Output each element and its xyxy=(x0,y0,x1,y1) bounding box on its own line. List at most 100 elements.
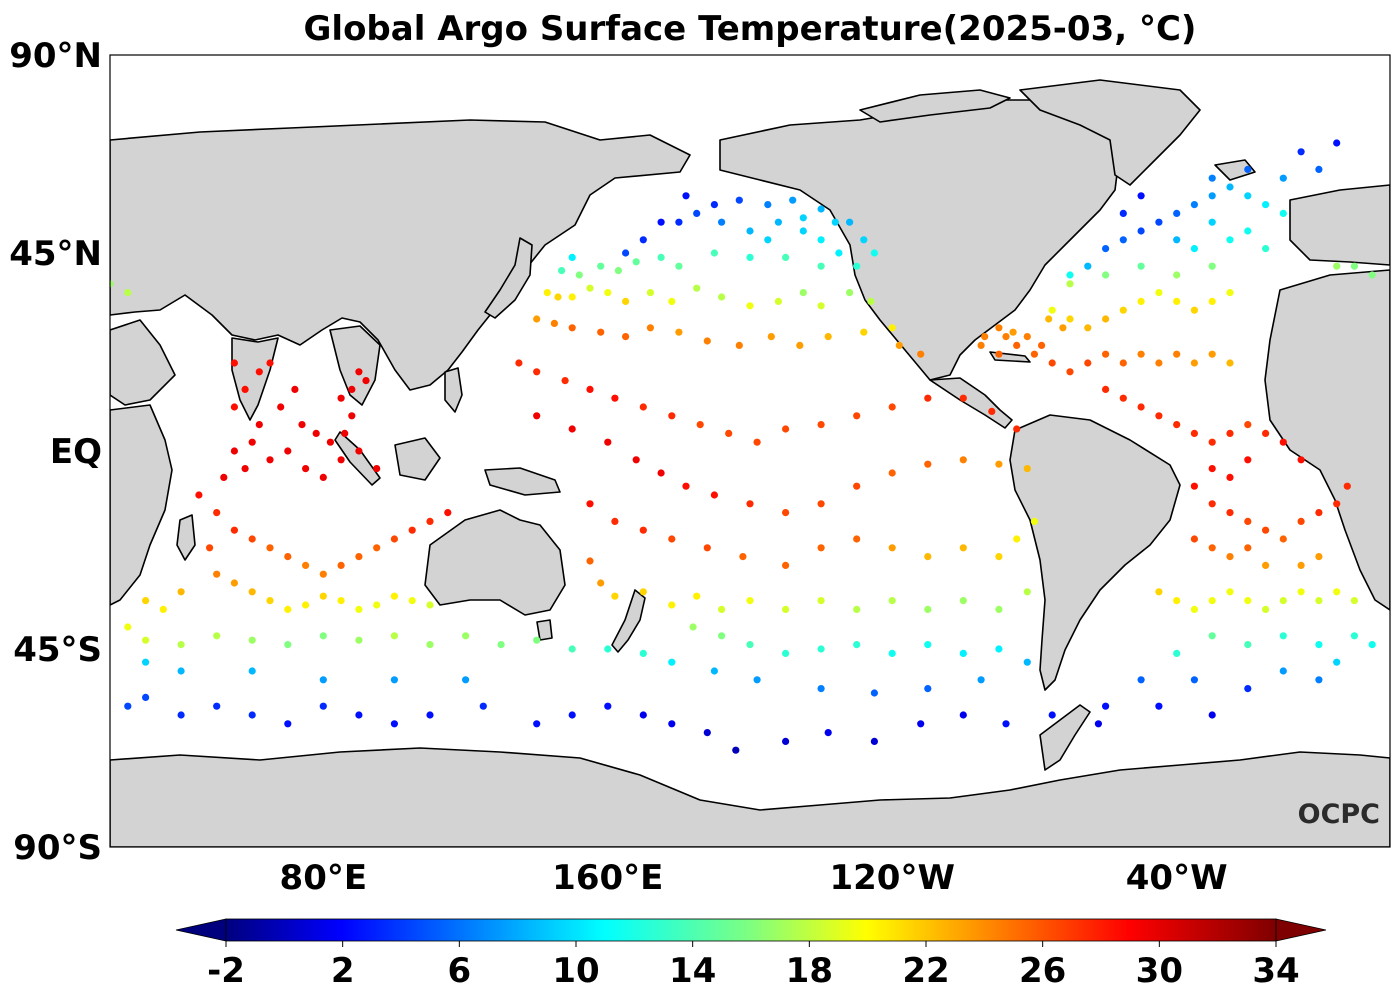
argo-float-point xyxy=(533,720,541,728)
argo-float-point xyxy=(735,196,743,204)
argo-float-point xyxy=(462,632,470,640)
argo-float-point xyxy=(554,293,562,301)
argo-float-point xyxy=(142,693,150,702)
argo-float-point xyxy=(355,605,363,614)
argo-float-point xyxy=(632,258,640,266)
argo-float-point xyxy=(746,500,754,508)
argo-float-point xyxy=(1173,649,1181,658)
colorbar-gradient xyxy=(225,918,1277,942)
argo-float-point xyxy=(1038,341,1046,349)
argo-float-point xyxy=(1297,148,1305,156)
argo-float-point xyxy=(1155,289,1163,297)
argo-float-point xyxy=(917,350,925,358)
argo-float-point xyxy=(696,421,704,429)
argo-float-point xyxy=(1279,209,1287,217)
argo-float-point xyxy=(1013,425,1021,433)
argo-float-point xyxy=(159,605,167,614)
argo-float-point xyxy=(1190,676,1198,684)
argo-float-point xyxy=(568,253,576,261)
argo-float-point xyxy=(355,447,363,455)
colorbar-tick-label: -2 xyxy=(207,951,245,991)
y-axis-ticks: 90°N 45°N EQ 45°S 90°S xyxy=(9,36,102,868)
argo-float-point xyxy=(373,601,381,609)
argo-float-point xyxy=(266,359,274,367)
argo-float-point xyxy=(302,561,310,570)
argo-float-point xyxy=(995,605,1003,614)
argo-float-point xyxy=(291,385,299,393)
argo-float-point xyxy=(1262,245,1270,253)
argo-float-point xyxy=(799,214,807,222)
argo-float-point xyxy=(764,201,772,209)
ocpc-watermark: OCPC xyxy=(1298,799,1380,830)
argo-float-point xyxy=(924,685,932,693)
argo-float-point xyxy=(646,289,655,297)
argo-float-point xyxy=(1315,553,1323,561)
argo-float-point xyxy=(639,649,647,658)
argo-float-point xyxy=(1279,632,1287,640)
y-tick-label: 45°S xyxy=(13,630,102,670)
argo-float-point xyxy=(703,337,711,345)
argo-float-point xyxy=(668,720,676,728)
argo-float-point xyxy=(1023,465,1031,473)
argo-float-point xyxy=(177,667,185,675)
land-africa xyxy=(110,404,173,606)
argo-float-point xyxy=(622,249,630,257)
argo-float-point xyxy=(355,711,363,719)
argo-float-point xyxy=(789,196,797,204)
argo-float-point xyxy=(799,289,807,297)
argo-float-point xyxy=(312,429,320,437)
argo-float-point xyxy=(362,377,370,385)
argo-float-point xyxy=(319,632,327,640)
argo-float-point xyxy=(1297,456,1305,464)
argo-float-point xyxy=(1226,588,1234,596)
argo-float-point xyxy=(1013,341,1021,349)
argo-float-point xyxy=(1226,289,1234,297)
argo-float-point xyxy=(703,729,711,737)
argo-float-point xyxy=(710,491,719,499)
argo-float-point xyxy=(597,262,605,270)
argo-float-point xyxy=(746,597,754,605)
argo-float-point xyxy=(1368,271,1376,279)
argo-float-point xyxy=(995,350,1003,358)
argo-float-point xyxy=(497,641,505,649)
argo-float-point xyxy=(1208,597,1216,605)
colorbar-extend-low xyxy=(175,918,227,942)
argo-float-point xyxy=(1208,218,1216,226)
colorbar-tick-label: 18 xyxy=(786,951,833,991)
argo-float-point xyxy=(213,702,221,710)
land-antarctica xyxy=(110,747,1390,847)
argo-float-point xyxy=(732,746,740,754)
argo-float-point xyxy=(870,689,879,697)
argo-float-point xyxy=(195,491,203,499)
argo-float-point xyxy=(1102,271,1110,279)
argo-float-point xyxy=(1244,641,1252,649)
argo-float-point xyxy=(632,456,640,464)
argo-float-point xyxy=(230,403,238,411)
argo-float-point xyxy=(1226,508,1234,517)
argo-float-point xyxy=(284,720,292,728)
argo-float-point xyxy=(995,460,1003,468)
argo-float-point xyxy=(888,403,896,411)
argo-float-point xyxy=(319,676,327,684)
argo-float-point xyxy=(668,412,676,420)
argo-float-point xyxy=(284,553,292,561)
argo-float-point xyxy=(959,711,967,719)
argo-float-point xyxy=(390,720,398,728)
argo-float-point xyxy=(817,236,825,244)
argo-float-point xyxy=(888,649,896,658)
argo-float-point xyxy=(1155,359,1163,367)
argo-float-point xyxy=(355,553,363,561)
argo-float-point xyxy=(1297,561,1305,570)
argo-float-point xyxy=(1208,350,1216,358)
land-south-america xyxy=(1009,414,1181,691)
argo-float-point xyxy=(248,711,256,719)
argo-float-point xyxy=(867,297,875,305)
argo-float-point xyxy=(426,641,434,649)
argo-float-point xyxy=(1002,333,1010,341)
argo-float-point xyxy=(774,297,783,305)
argo-float-point xyxy=(817,645,825,653)
argo-float-point xyxy=(1084,359,1092,367)
argo-float-point xyxy=(782,737,790,746)
argo-float-point xyxy=(1173,297,1181,305)
argo-float-point xyxy=(870,737,879,746)
